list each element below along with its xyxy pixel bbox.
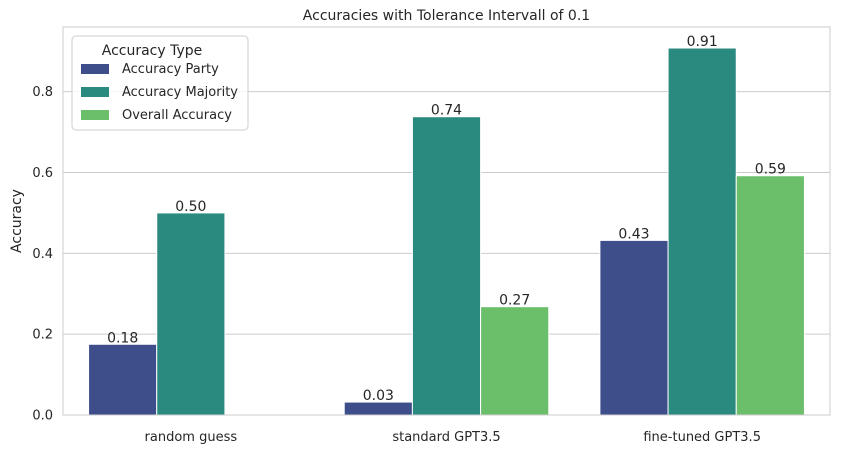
- bar: [735, 175, 805, 416]
- data-label: 0.91: [687, 34, 718, 50]
- data-label: 0.27: [499, 293, 530, 309]
- y-tick-label: 0.6: [32, 166, 53, 181]
- x-tick-labels: random guess standard GPT3.5 fine-tuned GP…: [145, 430, 761, 445]
- y-tick-label: 0.8: [32, 85, 53, 100]
- data-labels: 0.18 0.50 0.03 0.74 0.27 0.43 0.91 0.59: [107, 34, 786, 404]
- y-tick-label: 0.2: [32, 328, 53, 343]
- x-tick-label: random guess: [145, 430, 238, 445]
- plot-frame: [62, 26, 831, 416]
- data-label: 0.50: [175, 199, 206, 215]
- data-label: 0.43: [618, 226, 649, 242]
- legend-label: Accuracy Party: [122, 62, 219, 77]
- legend-swatch: [81, 87, 109, 97]
- bar: [599, 239, 669, 416]
- y-tick-label: 0.4: [32, 247, 53, 262]
- data-label: 0.03: [363, 388, 394, 404]
- bar: [667, 47, 737, 416]
- y-axis-label: Accuracy: [9, 189, 25, 253]
- chart-title: Accuracies with Tolerance Intervall of 0…: [303, 8, 590, 24]
- x-tick-label: standard GPT3.5: [392, 430, 500, 445]
- legend: Accuracy Type Accuracy Party Accuracy Maj…: [71, 35, 249, 131]
- x-tick-label: fine-tuned GPT3.5: [643, 430, 761, 445]
- bars: [88, 47, 805, 416]
- bar: [480, 306, 550, 416]
- legend-title: Accuracy Type: [102, 43, 203, 59]
- legend-label: Overall Accuracy: [122, 108, 232, 123]
- legend-swatch: [81, 64, 109, 74]
- legend-label: Accuracy Majority: [122, 85, 238, 100]
- bar: [411, 116, 482, 416]
- bar: [156, 212, 226, 416]
- data-label: 0.74: [431, 103, 462, 119]
- bar: [88, 343, 158, 416]
- legend-box: [71, 35, 249, 131]
- y-tick-labels: 0.0 0.2 0.4 0.6 0.8: [32, 85, 53, 423]
- legend-swatch: [81, 110, 109, 120]
- legend-items: Accuracy Party Accuracy Majority Overall A…: [81, 62, 238, 123]
- data-label: 0.18: [107, 330, 138, 346]
- y-tick-label: 0.0: [32, 409, 53, 424]
- data-label: 0.59: [755, 162, 786, 178]
